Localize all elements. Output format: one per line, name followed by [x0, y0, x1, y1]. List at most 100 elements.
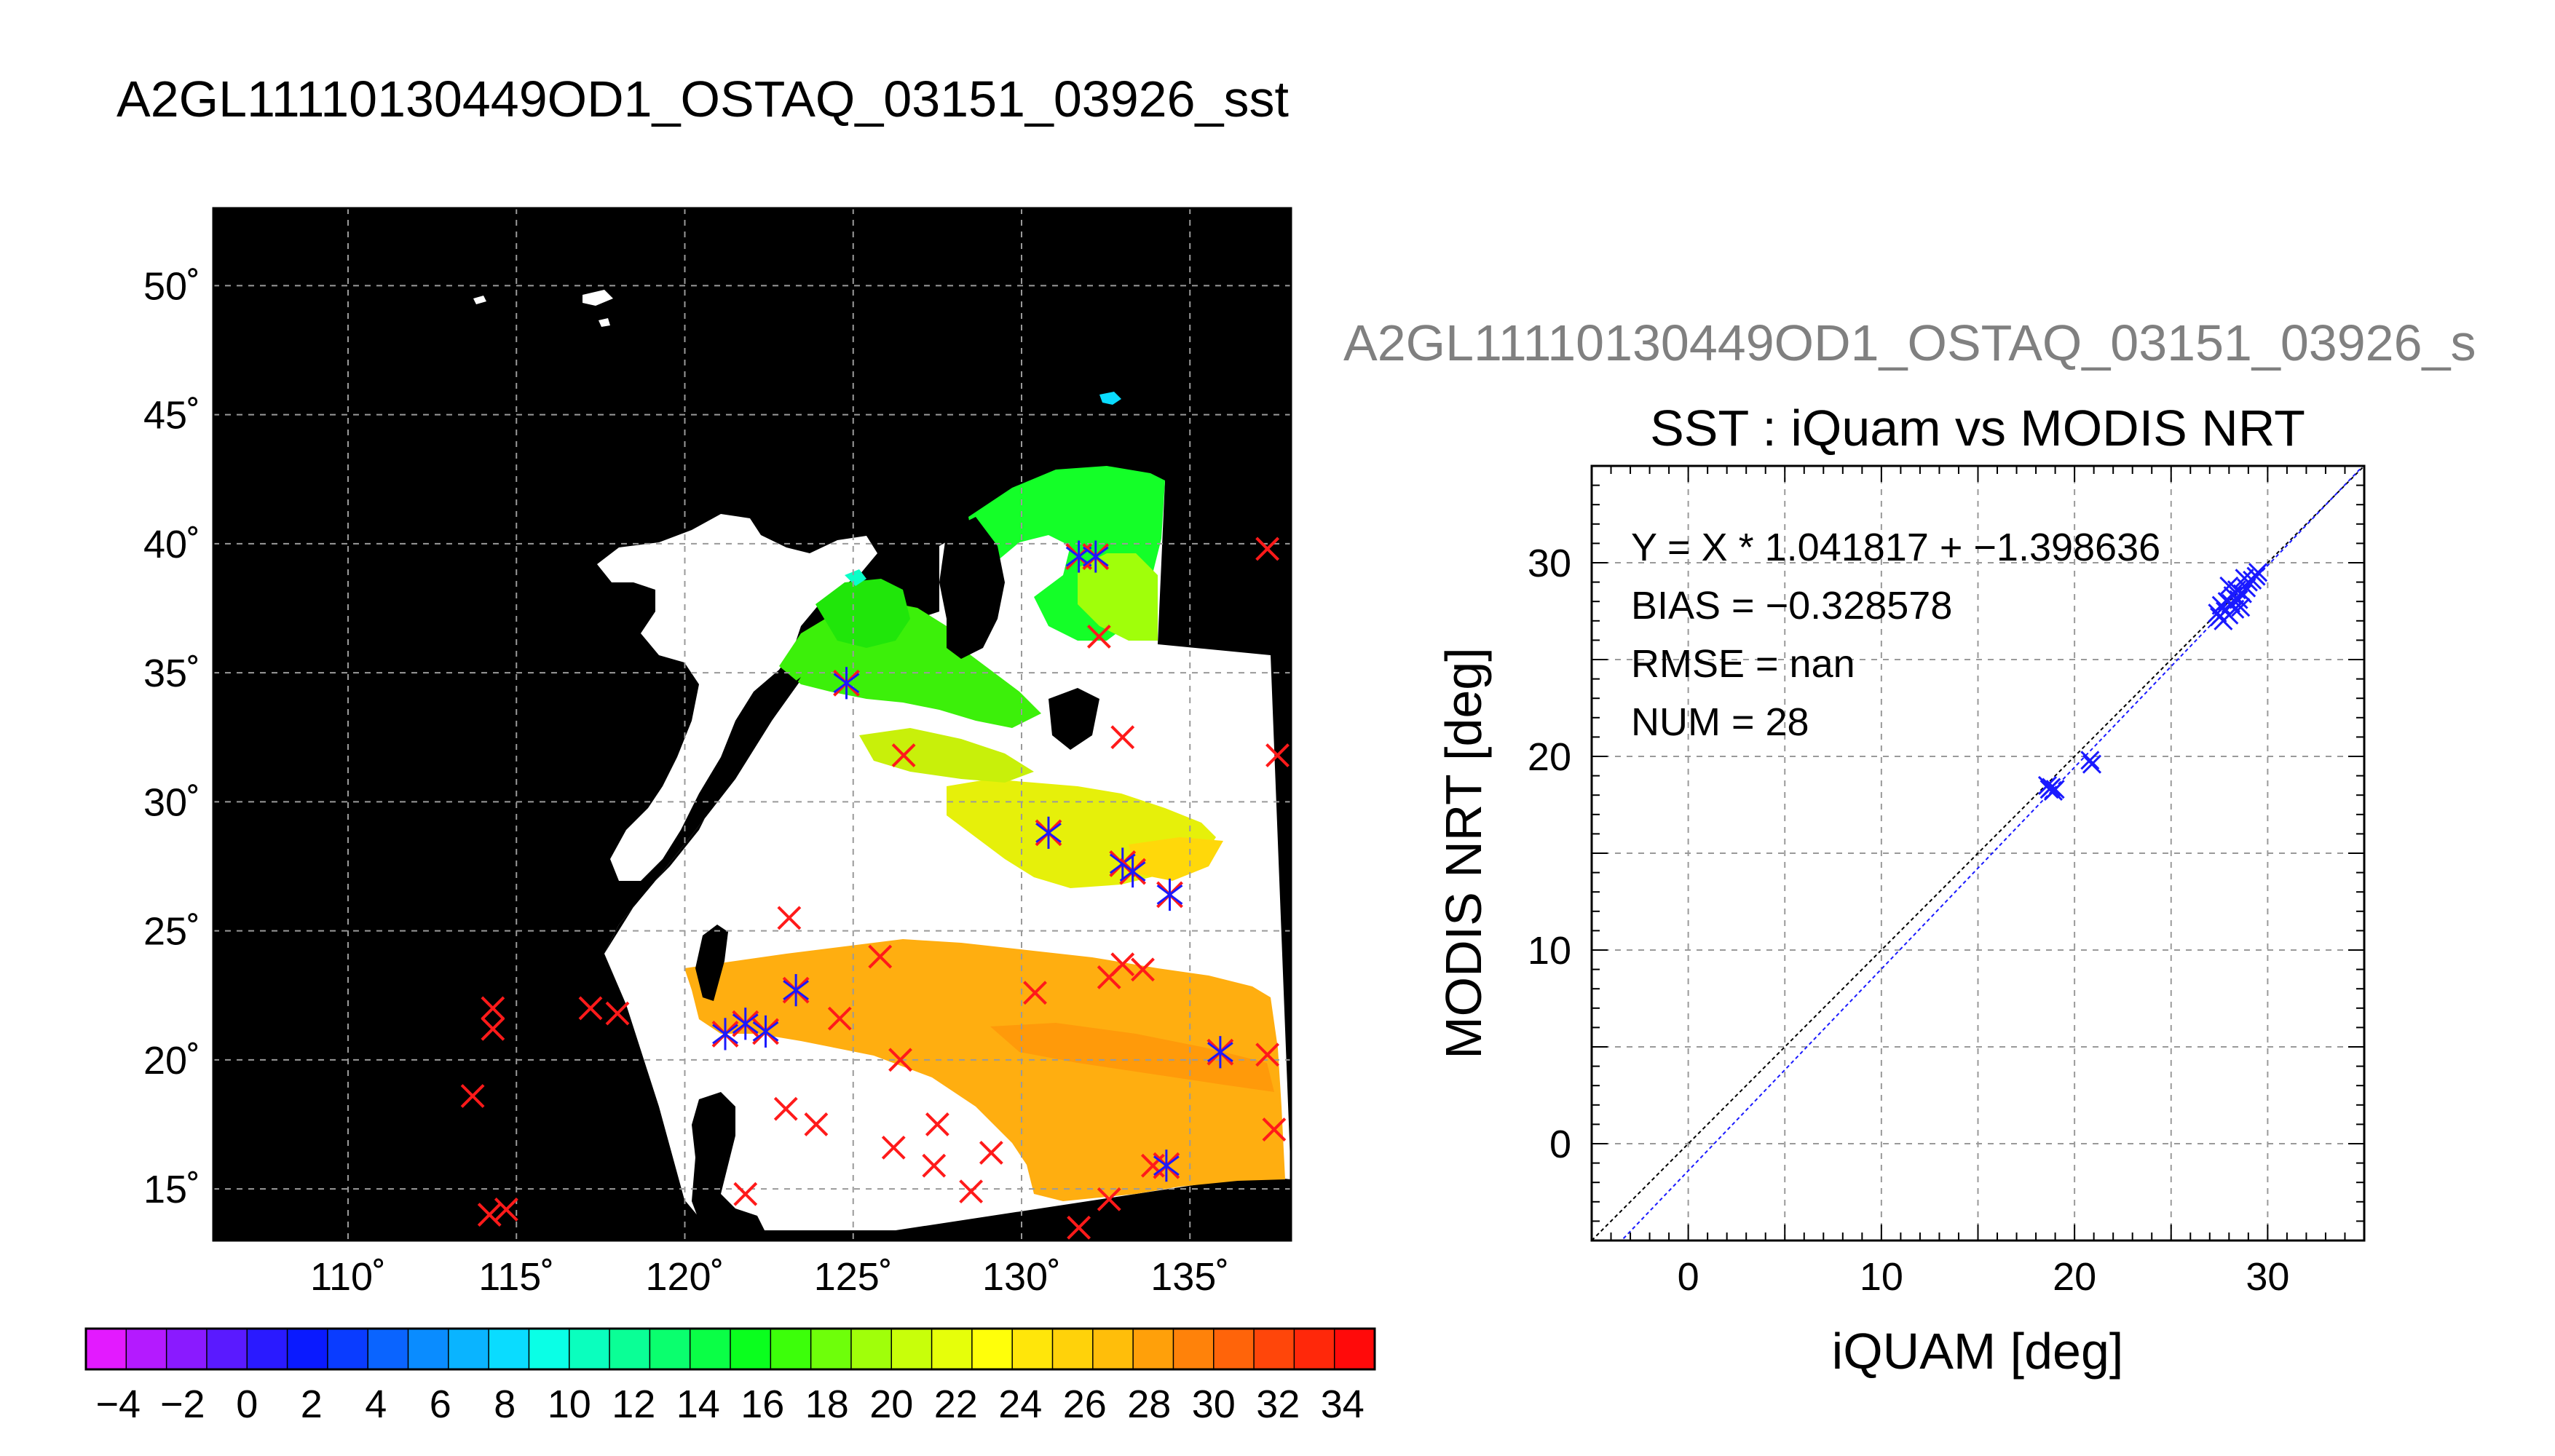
scatter-stat-line: RMSE = nan	[1631, 642, 1855, 686]
map-matchup-point-red	[477, 1203, 502, 1227]
map-matchup-point-matched	[711, 1018, 739, 1051]
map-x-tick-labels: 110˚ 115˚ 120˚ 125˚ 130˚ 135˚	[310, 1255, 1229, 1299]
map-matchup-point-matched	[833, 667, 860, 700]
map-matchup-point-red	[881, 1135, 906, 1160]
colorbar-cells	[86, 1329, 1375, 1369]
map-matchup-point-matched	[732, 1008, 759, 1040]
colorbar-tick-label: 26	[1063, 1382, 1107, 1426]
map-matchup-point-red	[888, 1048, 912, 1072]
scatter-point	[2231, 598, 2251, 617]
taiwan-land	[695, 925, 728, 1001]
sst-map: 110˚ 115˚ 120˚ 125˚ 130˚ 135˚ 15˚ 20˚ 25˚ 30˚ 35˚…	[143, 207, 1292, 1299]
scatter-point	[2246, 566, 2266, 586]
colorbar-cell	[126, 1329, 167, 1369]
map-matchup-point-red	[481, 1016, 505, 1041]
colorbar-cell	[368, 1329, 408, 1369]
china-mainland-edge	[604, 677, 801, 954]
sst-colorbar: −4 −2 0 2 4 6 8 10 12 14 16 18 20 22 24 26 28 30 32 34	[84, 1327, 1376, 1426]
scatter-point	[2225, 599, 2245, 619]
colorbar-tick-label: 0	[236, 1382, 258, 1426]
colorbar-cell	[730, 1329, 771, 1369]
north-land-patch-3	[599, 318, 610, 327]
colorbar-cell	[1334, 1329, 1375, 1369]
colorbar-cell	[1052, 1329, 1094, 1369]
colorbar-cell	[850, 1329, 892, 1369]
map-matchup-point-red	[773, 1096, 798, 1121]
scatter-title: SST : iQuam vs MODIS NRT	[1650, 400, 2305, 456]
main-title: A2GL11110130449OD1_OSTAQ_03151_03926_sst	[117, 71, 1289, 127]
scatter-header: A2GL11110130449OD1_OSTAQ_03151_03926_s	[1343, 314, 2476, 371]
sst-greenyellow-east	[1078, 553, 1158, 641]
colorbar-cell	[1254, 1329, 1295, 1369]
colorbar-cell	[649, 1329, 691, 1369]
map-y-tick-label: 50˚	[143, 264, 200, 308]
map-y-tick-label: 20˚	[143, 1039, 200, 1083]
scatter-plot: SST : iQuam vs MODIS NRT 0 10 20 30 0 10 20 30…	[1435, 400, 2366, 1380]
scatter-point	[2042, 778, 2061, 797]
map-grid	[213, 208, 1291, 1241]
map-matchup-blue-star	[1156, 878, 1183, 911]
colorbar-tick-label: 2	[301, 1382, 323, 1426]
colorbar-cell	[810, 1329, 852, 1369]
map-x-tick-label: 135˚	[1150, 1255, 1229, 1299]
map-matchup-point-red	[460, 1084, 485, 1108]
map-matchup-blue-star	[1153, 1150, 1180, 1182]
scatter-point	[2208, 604, 2227, 623]
map-y-tick-label: 45˚	[143, 394, 200, 438]
map-matchup-point-red	[891, 743, 916, 767]
map-matchup-point-matched	[1207, 1036, 1234, 1069]
colorbar-tick-label: 4	[365, 1382, 387, 1426]
scatter-y-tick-label: 0	[1549, 1123, 1571, 1166]
colorbar-tick-label: −2	[160, 1382, 205, 1426]
colorbar-cell	[1173, 1329, 1215, 1369]
scatter-y-tick-label: 20	[1528, 735, 1571, 779]
map-matchup-point-red	[578, 996, 603, 1021]
map-matchup-point-red	[1262, 1117, 1287, 1142]
scatter-point	[2080, 751, 2100, 770]
colorbar-frame	[84, 1327, 1376, 1371]
map-matchup-point-red	[1097, 1187, 1121, 1211]
north-land-patch	[583, 290, 613, 306]
scatter-stats-annotations: Y = X * 1.041817 + −1.398636 BIAS = −0.32…	[1631, 526, 2160, 744]
map-matchup-blue-star	[712, 1018, 738, 1051]
colorbar-cell	[609, 1329, 650, 1369]
colorbar-cell	[1213, 1329, 1255, 1369]
colorbar-tick-label: 28	[1127, 1382, 1171, 1426]
scatter-point	[2045, 780, 2065, 799]
map-matchup-point-red	[1265, 743, 1290, 767]
map-matchup-point-matched	[1156, 878, 1183, 911]
scatter-x-tick-labels: 0 10 20 30	[1678, 1255, 2290, 1299]
colorbar-tick-label: 14	[676, 1382, 720, 1426]
map-matchup-point-red	[979, 1141, 1003, 1165]
map-x-tick-label: 115˚	[478, 1255, 554, 1299]
map-matchup-point-red	[922, 1153, 947, 1178]
map-y-tick-label: 30˚	[143, 780, 200, 824]
map-y-tick-label: 15˚	[143, 1168, 200, 1211]
colorbar-cell	[931, 1329, 973, 1369]
sst-cyan-patch-2	[845, 569, 866, 586]
map-y-tick-labels: 15˚ 20˚ 25˚ 30˚ 35˚ 40˚ 45˚ 50˚	[143, 264, 200, 1211]
colorbar-cell	[1092, 1329, 1134, 1369]
coastal-land-north	[597, 514, 877, 881]
scatter-x-tick-label: 0	[1678, 1255, 1699, 1299]
colorbar-cell	[770, 1329, 812, 1369]
map-x-tick-label: 120˚	[645, 1255, 724, 1299]
colorbar-tick-label: 10	[548, 1382, 591, 1426]
scatter-tick-marks	[1591, 465, 2365, 1241]
map-matchup-blue-star	[1207, 1036, 1233, 1069]
map-y-tick-label: 25˚	[143, 910, 200, 954]
colorbar-tick-label: 30	[1192, 1382, 1236, 1426]
north-land-patch-2	[473, 296, 486, 304]
map-matchup-blue-star	[783, 974, 810, 1007]
scatter-stat-line: BIAS = −0.328578	[1631, 584, 1952, 628]
colorbar-cell	[166, 1329, 208, 1369]
colorbar-tick-labels: −4 −2 0 2 4 6 8 10 12 14 16 18 20 22 24 26 28 30 32 34	[95, 1382, 1364, 1426]
colorbar-cell	[206, 1329, 248, 1369]
map-matchup-blue-star	[1035, 816, 1062, 849]
map-matchup-point-matched	[782, 974, 810, 1007]
colorbar-cell	[891, 1329, 933, 1369]
luzon-land	[692, 1092, 765, 1238]
colorbar-cell	[690, 1329, 731, 1369]
scatter-point	[2219, 576, 2239, 596]
map-matchup-point-red	[1255, 1042, 1280, 1067]
